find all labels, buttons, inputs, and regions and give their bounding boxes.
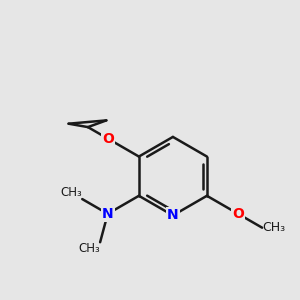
Text: CH₃: CH₃: [262, 221, 285, 234]
Text: CH₃: CH₃: [78, 242, 100, 255]
Text: N: N: [167, 208, 179, 222]
Text: O: O: [232, 207, 244, 221]
Text: N: N: [102, 207, 113, 221]
Text: O: O: [102, 131, 114, 146]
Text: CH₃: CH₃: [61, 186, 82, 199]
